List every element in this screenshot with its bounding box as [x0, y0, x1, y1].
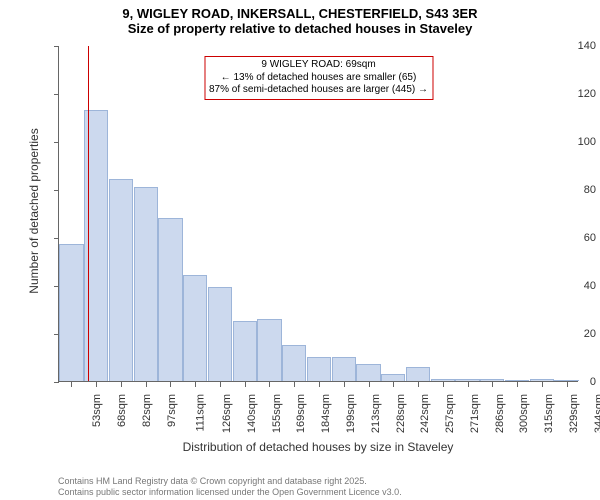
histogram-bar	[282, 345, 306, 381]
footer-line1: Contains HM Land Registry data © Crown c…	[58, 476, 402, 487]
x-tick-mark	[294, 382, 295, 387]
x-tick-label: 286sqm	[494, 394, 506, 433]
x-tick-mark	[220, 382, 221, 387]
x-tick-mark	[269, 382, 270, 387]
footer-attribution: Contains HM Land Registry data © Crown c…	[58, 476, 402, 498]
y-tick-mark	[54, 238, 59, 239]
page-title-line2: Size of property relative to detached ho…	[0, 21, 600, 40]
x-tick-label: 315sqm	[543, 394, 555, 433]
x-tick-mark	[393, 382, 394, 387]
annotation-line: ← 13% of detached houses are smaller (65…	[209, 72, 428, 85]
x-tick-label: 169sqm	[296, 394, 308, 433]
x-tick-label: 199sqm	[345, 394, 357, 433]
y-tick-mark	[54, 46, 59, 47]
x-tick-mark	[567, 382, 568, 387]
histogram-bar	[356, 364, 380, 381]
y-tick-mark	[54, 94, 59, 95]
x-tick-label: 68sqm	[116, 394, 128, 427]
x-tick-mark	[71, 382, 72, 387]
x-tick-mark	[195, 382, 196, 387]
x-tick-mark	[517, 382, 518, 387]
histogram-bar	[530, 379, 554, 381]
histogram-bar	[505, 380, 529, 381]
histogram-bar	[158, 218, 182, 381]
x-tick-label: 242sqm	[419, 394, 431, 433]
annotation-line: 9 WIGLEY ROAD: 69sqm	[209, 59, 428, 72]
x-tick-label: 228sqm	[395, 394, 407, 433]
histogram-plot: 9 WIGLEY ROAD: 69sqm← 13% of detached ho…	[58, 46, 578, 382]
x-tick-label: 271sqm	[469, 394, 481, 433]
reference-marker-line	[88, 46, 89, 381]
x-tick-mark	[121, 382, 122, 387]
histogram-bar	[109, 179, 133, 381]
x-tick-mark	[170, 382, 171, 387]
histogram-bar	[183, 275, 207, 381]
histogram-bar	[332, 357, 356, 381]
x-tick-mark	[245, 382, 246, 387]
x-tick-mark	[369, 382, 370, 387]
histogram-bar	[257, 319, 281, 381]
footer-line2: Contains public sector information licen…	[58, 487, 402, 498]
x-tick-label: 184sqm	[320, 394, 332, 433]
x-tick-mark	[319, 382, 320, 387]
x-axis-label: Distribution of detached houses by size …	[58, 440, 578, 454]
x-tick-label: 53sqm	[91, 394, 103, 427]
x-tick-mark	[492, 382, 493, 387]
x-tick-label: 82sqm	[141, 394, 153, 427]
x-tick-label: 257sqm	[444, 394, 456, 433]
x-tick-label: 140sqm	[246, 394, 258, 433]
histogram-bar	[233, 321, 257, 381]
y-tick-mark	[54, 190, 59, 191]
histogram-bar	[59, 244, 83, 381]
x-tick-label: 300sqm	[518, 394, 530, 433]
x-tick-mark	[468, 382, 469, 387]
histogram-bar	[134, 187, 158, 381]
x-tick-label: 213sqm	[370, 394, 382, 433]
histogram-bar	[554, 380, 578, 381]
y-tick-mark	[54, 142, 59, 143]
annotation-line: 87% of semi-detached houses are larger (…	[209, 84, 428, 97]
x-tick-mark	[542, 382, 543, 387]
x-tick-label: 97sqm	[166, 394, 178, 427]
y-axis-label: Number of detached properties	[27, 121, 41, 301]
x-tick-label: 344sqm	[593, 394, 600, 433]
x-tick-label: 126sqm	[221, 394, 233, 433]
x-tick-mark	[96, 382, 97, 387]
histogram-bar	[406, 367, 430, 381]
histogram-bar	[480, 379, 504, 381]
marker-annotation: 9 WIGLEY ROAD: 69sqm← 13% of detached ho…	[204, 56, 433, 100]
page-title-line1: 9, WIGLEY ROAD, INKERSALL, CHESTERFIELD,…	[0, 0, 600, 21]
x-tick-label: 329sqm	[568, 394, 580, 433]
histogram-bar	[455, 379, 479, 381]
x-tick-mark	[443, 382, 444, 387]
x-tick-label: 155sqm	[271, 394, 283, 433]
histogram-bar	[208, 287, 232, 381]
histogram-bar	[307, 357, 331, 381]
x-tick-mark	[418, 382, 419, 387]
histogram-bar	[431, 379, 455, 381]
x-tick-label: 111sqm	[195, 394, 207, 432]
x-tick-mark	[344, 382, 345, 387]
y-tick-mark	[54, 382, 59, 383]
x-tick-mark	[146, 382, 147, 387]
histogram-bar	[381, 374, 405, 381]
